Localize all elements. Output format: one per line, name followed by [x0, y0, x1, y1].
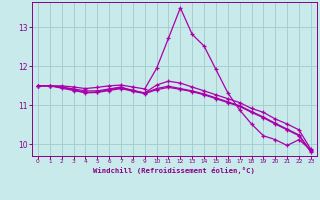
X-axis label: Windchill (Refroidissement éolien,°C): Windchill (Refroidissement éolien,°C)	[93, 167, 255, 174]
